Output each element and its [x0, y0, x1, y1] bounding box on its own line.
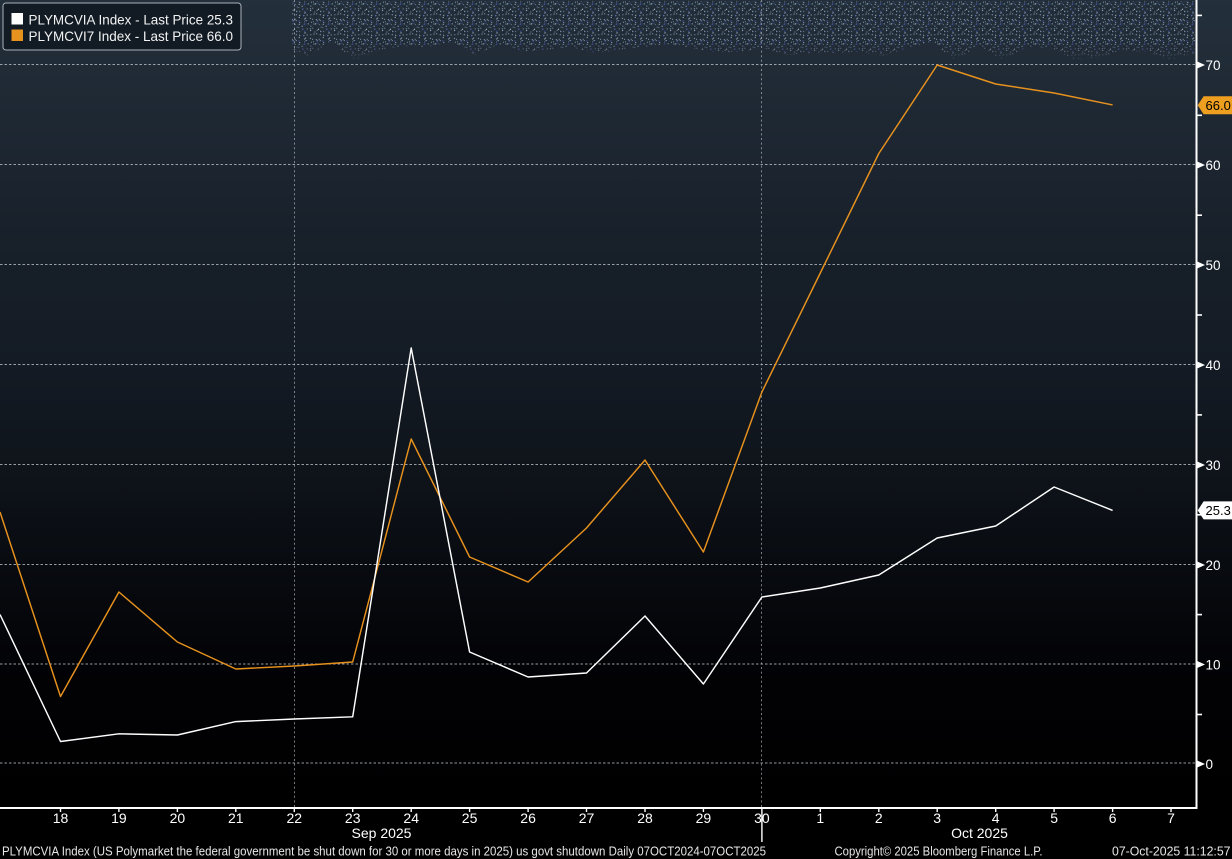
svg-text:PLYMCVIA Index (US Polymarket: PLYMCVIA Index (US Polymarket the federa… [2, 844, 766, 859]
svg-text:24: 24 [403, 810, 419, 826]
svg-text:25.3: 25.3 [1206, 503, 1231, 518]
svg-text:Sep 2025: Sep 2025 [352, 825, 412, 841]
svg-text:50: 50 [1206, 258, 1221, 273]
svg-text:4: 4 [992, 810, 1000, 826]
svg-text:6: 6 [1109, 810, 1117, 826]
svg-text:27: 27 [579, 810, 595, 826]
svg-text:18: 18 [53, 810, 69, 826]
svg-text:66.0: 66.0 [1206, 98, 1231, 113]
svg-text:PLYMCVI7 Index - Last Price 66: PLYMCVI7 Index - Last Price 66.0 [29, 28, 234, 44]
svg-text:21: 21 [228, 810, 244, 826]
svg-text:Copyright© 2025 Bloomberg Fina: Copyright© 2025 Bloomberg Finance L.P. [835, 844, 1043, 859]
svg-text:29: 29 [696, 810, 712, 826]
svg-text:3: 3 [933, 810, 941, 826]
svg-text:28: 28 [637, 810, 653, 826]
svg-text:60: 60 [1206, 158, 1221, 173]
svg-text:30: 30 [1206, 458, 1221, 473]
svg-text:07-Oct-2025 11:12:57: 07-Oct-2025 11:12:57 [1112, 844, 1231, 859]
svg-text:Oct 2025: Oct 2025 [951, 825, 1008, 841]
svg-text:7: 7 [1167, 810, 1175, 826]
svg-text:0: 0 [1206, 757, 1214, 772]
svg-text:26: 26 [520, 810, 536, 826]
svg-text:20: 20 [1206, 558, 1221, 573]
svg-text:5: 5 [1050, 810, 1058, 826]
svg-text:PLYMCVIA Index - Last Price 25: PLYMCVIA Index - Last Price 25.3 [29, 11, 234, 27]
svg-text:10: 10 [1206, 657, 1221, 672]
svg-text:19: 19 [111, 810, 127, 826]
svg-text:1: 1 [816, 810, 824, 826]
svg-text:2: 2 [875, 810, 883, 826]
svg-text:70: 70 [1206, 58, 1221, 73]
svg-text:23: 23 [345, 810, 361, 826]
svg-text:25: 25 [462, 810, 478, 826]
svg-text:30: 30 [754, 810, 770, 826]
svg-text:20: 20 [170, 810, 186, 826]
svg-text:40: 40 [1206, 358, 1221, 373]
svg-text:22: 22 [287, 810, 303, 826]
